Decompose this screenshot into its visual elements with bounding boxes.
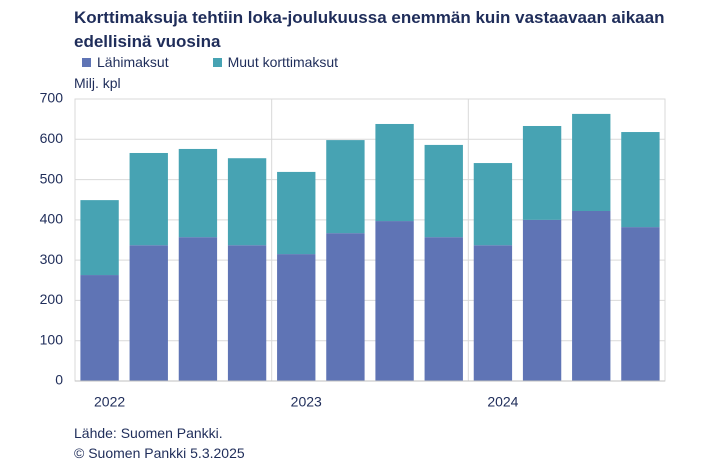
source: Lähde: Suomen Pankki. <box>74 425 223 441</box>
bar-segment <box>621 227 660 381</box>
bar-segment <box>277 171 316 255</box>
bar-segment <box>473 163 513 246</box>
y-tick-label: 400 <box>40 211 64 227</box>
bar-segment <box>522 125 562 220</box>
bar-segment <box>227 245 267 381</box>
legend-label: Muut korttimaksut <box>227 54 339 70</box>
y-tick-label: 700 <box>40 90 64 106</box>
y-axis-label: Milj. kpl <box>74 75 121 91</box>
bar-segment <box>129 245 168 381</box>
bar-segment <box>473 245 513 381</box>
legend-item: Muut korttimaksut <box>212 54 339 70</box>
bar-segment <box>326 140 365 234</box>
bar-segment <box>178 148 218 238</box>
bar-segment <box>277 254 316 381</box>
legend-swatch <box>212 57 222 67</box>
x-tick-label: 2023 <box>291 394 322 410</box>
bar-segment <box>80 275 119 381</box>
y-tick-label: 300 <box>40 251 64 267</box>
copyright: © Suomen Pankki 5.3.2025 <box>74 445 245 461</box>
bar-segment <box>227 158 267 246</box>
legend-item: Lähimaksut <box>82 54 169 70</box>
footer: Lähde: Suomen Pankki. © Suomen Pankki 5.… <box>74 423 245 463</box>
bar-segment <box>572 113 611 211</box>
bar-segment <box>375 221 414 381</box>
y-tick-label: 500 <box>40 170 64 186</box>
chart-title: Korttimaksuja tehtiin loka-joulukuussa e… <box>74 8 665 51</box>
y-tick-label: 0 <box>55 372 63 388</box>
bar-segment <box>129 152 168 246</box>
bar-segment <box>178 237 218 381</box>
y-tick-label: 200 <box>40 291 64 307</box>
bar-segment <box>572 210 611 381</box>
legend-swatch <box>82 57 91 67</box>
legend: Lähimaksut Muut korttimaksut <box>82 54 338 70</box>
bar-segment <box>621 132 660 228</box>
legend-label: Lähimaksut <box>97 54 169 70</box>
bar-segment <box>80 200 119 276</box>
x-tick-label: 2024 <box>487 394 518 410</box>
bar-segment <box>522 219 562 381</box>
bar-segment <box>326 233 365 381</box>
y-tick-label: 100 <box>40 331 64 347</box>
bar-segment <box>424 144 463 238</box>
y-tick-label: 600 <box>40 130 64 146</box>
bar-segment <box>424 237 463 381</box>
bar-segment <box>375 123 414 222</box>
x-tick-label: 2022 <box>94 394 125 410</box>
